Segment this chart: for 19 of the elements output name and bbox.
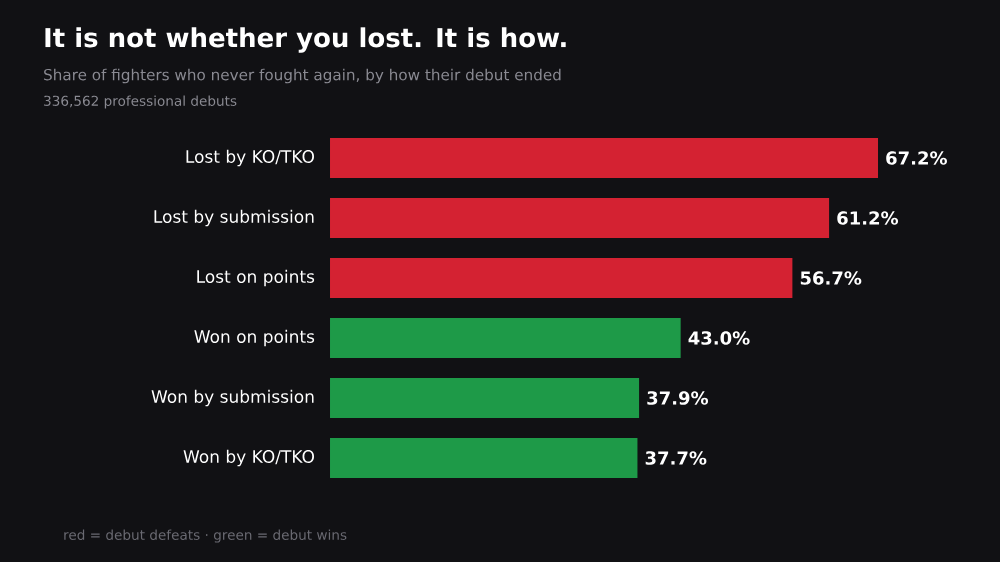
bar [330, 318, 681, 358]
bar [330, 198, 830, 239]
y-tick-label: Lost by submission [154, 209, 314, 227]
chart-title: It is not whether you lost. It is how. [45, 27, 566, 53]
bar [330, 438, 638, 478]
data-label: 67.2% [886, 151, 947, 165]
bar [330, 378, 640, 418]
y-tick-label: Won by KO/TKO [183, 449, 315, 467]
data-label: 37.7% [645, 451, 707, 465]
bar [330, 258, 793, 298]
y-tick-label: Won on points [194, 329, 315, 347]
data-label: 56.7% [800, 271, 862, 285]
bar [330, 138, 879, 179]
data-label: 43.0% [688, 331, 750, 345]
data-label: 61.2% [837, 211, 899, 225]
y-tick-label: Lost by KO/TKO [186, 149, 314, 167]
data-label: 37.9% [647, 391, 709, 405]
y-tick-label: Lost on points [197, 269, 315, 287]
y-tick-label: Won by submission [151, 389, 314, 407]
